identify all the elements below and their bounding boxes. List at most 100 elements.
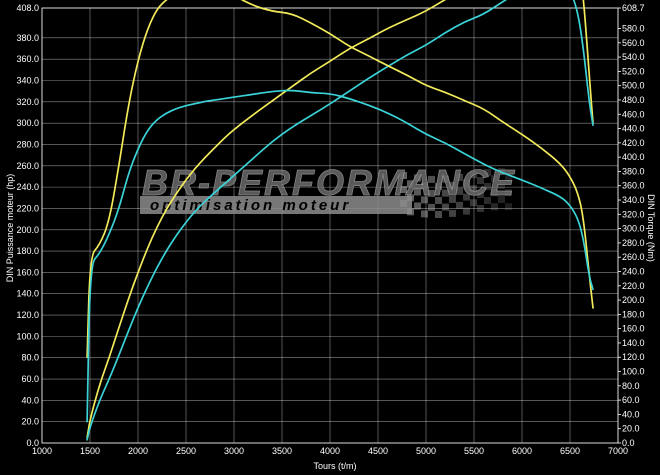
flag-square — [498, 196, 505, 204]
y2-tick-label: 300.0 — [622, 224, 645, 234]
y-tick-label: 280.0 — [16, 139, 39, 149]
flag-square — [477, 190, 484, 198]
y2-tick-label: 80.0 — [622, 381, 640, 391]
y2-tick-label: 240.0 — [622, 266, 645, 276]
series-line-1-power — [86, 0, 594, 439]
flag-square — [428, 189, 435, 197]
y-tick-label: 408.0 — [16, 3, 39, 13]
y-tick-label: 60.0 — [21, 374, 39, 384]
y2-tick-label: 608.7 — [622, 3, 645, 13]
flag-square — [477, 176, 484, 184]
x-tick-label: 1000 — [32, 446, 52, 456]
y2-tick-label: 260.0 — [622, 252, 645, 262]
y2-tick-label: 440.0 — [622, 124, 645, 134]
flag-square — [442, 175, 449, 183]
y-tick-label: 240.0 — [16, 182, 39, 192]
flag-square — [484, 182, 491, 190]
flag-square — [484, 168, 491, 176]
y2-tick-label: 460.0 — [622, 109, 645, 119]
watermark-brand: BR-PERFORMANCE — [142, 162, 516, 203]
checkered-flag-icon — [400, 168, 512, 218]
x-tick-label: 3000 — [224, 446, 244, 456]
y2-tick-label: 420.0 — [622, 138, 645, 148]
flag-square — [456, 201, 463, 209]
flag-square — [414, 188, 421, 196]
flag-square — [491, 175, 498, 183]
flag-square — [491, 203, 498, 211]
flag-square — [491, 189, 498, 197]
series-line-3-torque — [86, 0, 594, 359]
tick-labels: 1000 1500 2000 2500 3000 3500 4000 4500 5000 5500… — [16, 3, 644, 456]
flag-square — [400, 172, 407, 179]
y2-tick-label: 320.0 — [622, 209, 645, 219]
x-tick-label: 4500 — [368, 446, 388, 456]
flag-square — [435, 182, 442, 190]
y-tick-label: 140.0 — [16, 289, 39, 299]
y2-tick-label: 400.0 — [622, 152, 645, 162]
y2-tick-label: 340.0 — [622, 195, 645, 205]
y2-tick-label: 40.0 — [622, 409, 640, 419]
y-axis-label: DIN Puissance moteur (hp) — [5, 174, 15, 283]
y-tick-label: 20.0 — [21, 417, 39, 427]
flag-square — [428, 175, 435, 183]
x-tick-label: 6500 — [560, 446, 580, 456]
flag-square — [484, 196, 491, 204]
grid — [41, 7, 621, 444]
flag-square — [505, 189, 512, 197]
x-tick-label: 2500 — [176, 446, 196, 456]
flag-square — [470, 185, 477, 193]
flag-square — [463, 207, 470, 215]
flag-square — [505, 175, 512, 183]
y-tick-label: 180.0 — [16, 246, 39, 256]
y2-tick-label: 520.0 — [622, 66, 645, 76]
watermark-tagline: optimisation moteur — [150, 197, 351, 214]
flag-square — [498, 182, 505, 190]
flag-square — [421, 196, 428, 204]
y2-tick-label: 360.0 — [622, 181, 645, 191]
flag-square — [400, 186, 407, 193]
flag-square — [470, 199, 477, 207]
y-tick-label: 220.0 — [16, 203, 39, 213]
flag-square — [414, 174, 421, 182]
flag-square — [421, 182, 428, 190]
y2-tick-label: 140.0 — [622, 338, 645, 348]
flag-square — [428, 203, 435, 211]
y2-tick-label: 540.0 — [622, 52, 645, 62]
y-tick-label: 40.0 — [21, 395, 39, 405]
y-tick-label: 160.0 — [16, 267, 39, 277]
flag-square — [463, 179, 470, 187]
y-tick-label: 340.0 — [16, 76, 39, 86]
y-tick-label: 380.0 — [16, 33, 39, 43]
y-tick-label: 320.0 — [16, 97, 39, 107]
y2-tick-label: 60.0 — [622, 395, 640, 405]
x-tick-label: 3500 — [272, 446, 292, 456]
flag-square — [407, 180, 414, 188]
flag-square — [449, 209, 456, 217]
x-tick-label: 6000 — [512, 446, 532, 456]
x-tick-label: 2000 — [128, 446, 148, 456]
flag-square — [435, 210, 442, 218]
flag-square — [414, 202, 421, 210]
flag-square — [456, 173, 463, 181]
flag-square — [505, 203, 512, 211]
flag-square — [442, 189, 449, 197]
y2-tick-label: 120.0 — [622, 352, 645, 362]
flag-square — [442, 203, 449, 211]
x-tick-label: 5000 — [416, 446, 436, 456]
x-axis-label: Tours (t/m) — [313, 461, 356, 471]
y-tick-label: 260.0 — [16, 161, 39, 171]
flag-square — [470, 171, 477, 179]
series-line-4-torque — [86, 89, 594, 423]
x-tick-label: 4000 — [320, 446, 340, 456]
watermark-band — [140, 196, 412, 214]
series-line-2-power — [86, 0, 594, 441]
flag-square — [463, 193, 470, 201]
y-tick-label: 200.0 — [16, 225, 39, 235]
y2-tick-label: 280.0 — [622, 238, 645, 248]
flag-square — [449, 181, 456, 189]
y-tick-label: 0.0 — [26, 438, 39, 448]
y2-tick-label: 0.0 — [622, 438, 635, 448]
y2-tick-label: 380.0 — [622, 166, 645, 176]
y2-tick-label: 220.0 — [622, 281, 645, 291]
